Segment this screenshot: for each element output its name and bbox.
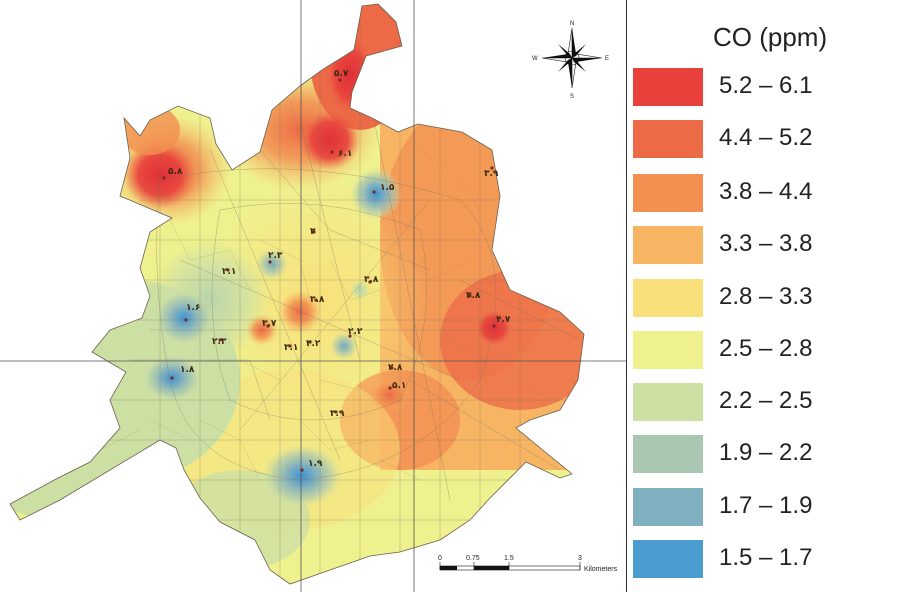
point-label: ۲.۱ [222, 267, 236, 277]
point-label: ۵.۷ [334, 69, 349, 79]
legend-item: 3.8 – 4.4 [633, 174, 893, 214]
legend-label: 2.8 – 3.3 [719, 283, 813, 310]
compass-e: E [605, 56, 609, 62]
grid-lines [0, 0, 626, 592]
legend-swatch [633, 279, 703, 317]
point-label: ۳.۱ [284, 343, 298, 353]
legend-item: 2.8 – 3.3 [633, 279, 893, 319]
point-label: ۴.۷ [496, 315, 511, 325]
co-concentration-map: ۵.۷ ۵.۸ ۶.۱ ۱.۵ ۳.۹ ۲.۳ ۲.۱ ۱.۶ ۳.۸ ۳.۷ … [0, 0, 626, 592]
point-value-labels: ۵.۷ ۵.۸ ۶.۱ ۱.۵ ۳.۹ ۲.۳ ۲.۱ ۱.۶ ۳.۸ ۳.۷ … [168, 69, 511, 469]
legend-item: 4.4 – 5.2 [633, 120, 893, 160]
legend-title: CO (ppm) [713, 22, 828, 52]
legend-swatch [633, 331, 703, 369]
scale-tick: 0 [438, 555, 442, 562]
legend-swatch [633, 68, 703, 106]
compass-s: S [570, 94, 574, 100]
legend-label: 1.5 – 1.7 [719, 544, 813, 571]
point-label: ۵.۱ [392, 381, 406, 391]
legend-label: 3.8 – 4.4 [719, 178, 813, 205]
legend: CO (ppm) 5.2 – 6.1 4.4 – 5.2 3.8 – 4.4 3… [626, 0, 897, 592]
point-label: ۳.۷ [262, 319, 277, 329]
map-panel: ۵.۷ ۵.۸ ۶.۱ ۱.۵ ۳.۹ ۲.۳ ۲.۱ ۱.۶ ۳.۸ ۳.۷ … [0, 0, 626, 592]
legend-item: 3.3 – 3.8 [633, 226, 893, 266]
legend-swatch [633, 174, 703, 212]
legend-label: 1.9 – 2.2 [719, 439, 813, 466]
point-label: ۳.۸ [364, 275, 379, 285]
scale-bar: 0 0.75 1.5 3 Kilometers [438, 555, 618, 573]
scale-unit: Kilometers [584, 566, 618, 573]
legend-item: 5.2 – 6.1 [633, 68, 893, 108]
legend-swatch [633, 435, 703, 473]
legend-item: 2.5 – 2.8 [633, 331, 893, 371]
point-label: ۲.۳ [212, 337, 227, 347]
point-label: ۱.۵ [380, 183, 395, 193]
legend-label: 2.2 – 2.5 [719, 387, 813, 414]
scale-tick: 1.5 [504, 555, 514, 562]
legend-label: 4.4 – 5.2 [719, 124, 813, 151]
scale-tick: 3 [578, 555, 582, 562]
point-label: ۵.۸ [168, 167, 183, 177]
legend-swatch [633, 488, 703, 526]
legend-swatch [633, 120, 703, 158]
compass-rose: N S E W [532, 21, 609, 100]
point-label: ۳.۸ [310, 295, 325, 305]
street-network [90, 4, 584, 584]
point-label: ۳.۸ [466, 291, 481, 301]
point-label: ۶.۱ [338, 149, 352, 159]
legend-swatch [633, 540, 703, 578]
compass-n: N [570, 21, 574, 27]
legend-label: 1.7 – 1.9 [719, 492, 813, 519]
legend-label: 3.3 – 3.8 [719, 230, 813, 257]
point-label: ۳.۹ [330, 409, 345, 419]
legend-swatch [633, 383, 703, 421]
scale-tick: 0.75 [466, 555, 480, 562]
point-label: ۱.۸ [180, 365, 195, 375]
point-label: ۳.۲ [306, 339, 321, 349]
point-label: ۲.۸ [388, 363, 403, 373]
compass-w: W [532, 56, 538, 62]
legend-label: 2.5 – 2.8 [719, 335, 813, 362]
point-label: ۱.۶ [186, 303, 200, 313]
point-label: ۳.۹ [484, 169, 499, 179]
legend-label: 5.2 – 6.1 [719, 72, 813, 99]
legend-item: 1.9 – 2.2 [633, 435, 893, 475]
legend-item: 2.2 – 2.5 [633, 383, 893, 423]
point-label: ۲.۲ [348, 327, 363, 337]
legend-swatch [633, 226, 703, 264]
legend-item: 1.7 – 1.9 [633, 488, 893, 528]
legend-item: 1.5 – 1.7 [633, 540, 893, 580]
point-label: ۳ [310, 227, 316, 237]
point-label: ۲.۳ [268, 251, 283, 261]
sample-points [162, 78, 496, 472]
point-label: ۱.۹ [308, 459, 323, 469]
